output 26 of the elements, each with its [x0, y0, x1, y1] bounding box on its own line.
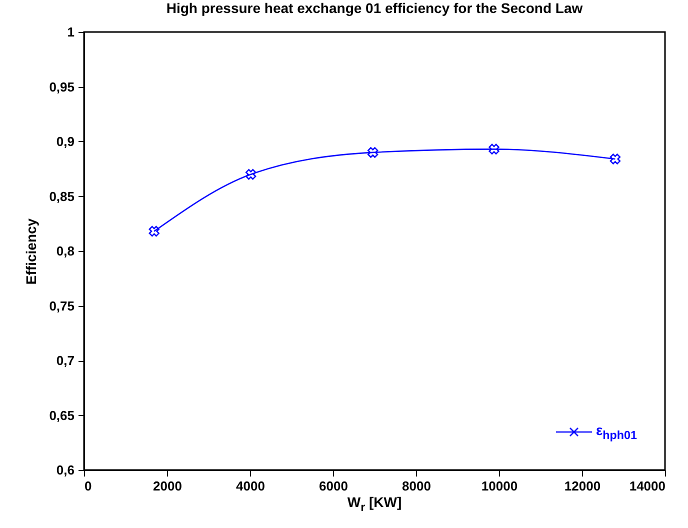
x-tick-label: 0	[84, 478, 92, 494]
point	[488, 144, 500, 155]
point	[610, 154, 621, 164]
point	[367, 147, 378, 158]
y-tick-label: 0,6	[56, 462, 74, 478]
x-tick-label: 10000	[481, 478, 518, 494]
chart-title: High pressure heat exchange 01 efficiency for the Second Law	[166, 0, 583, 16]
x-tick-label: 14000	[629, 478, 666, 494]
point	[148, 226, 160, 237]
x-tick-label: 2000	[153, 478, 182, 494]
y-tick-label: 1	[67, 24, 74, 40]
y-tick-label: 0,8	[56, 244, 74, 258]
y-tick-label: 0,7	[56, 353, 74, 368]
x-axis-title: W$_{r}$ [KW]	[346, 494, 403, 514]
y-tick-label: 0,95	[49, 79, 74, 94]
y-tick-label: 0,9	[56, 134, 74, 149]
y-axis-title: Efficiency	[23, 218, 40, 285]
x-tick-label: 8000	[402, 478, 431, 494]
y-tick-label: 0,85	[49, 188, 74, 204]
x-tick-label: 6000	[319, 478, 348, 494]
legend-label: ε$_{hph01}$	[596, 422, 637, 442]
point	[245, 169, 256, 180]
y-tick-label: 0,75	[49, 298, 74, 314]
y-tick-label: 0,65	[49, 408, 74, 423]
x-tick-label: 4000	[236, 478, 265, 494]
x-tick-label: 12000	[564, 478, 601, 494]
